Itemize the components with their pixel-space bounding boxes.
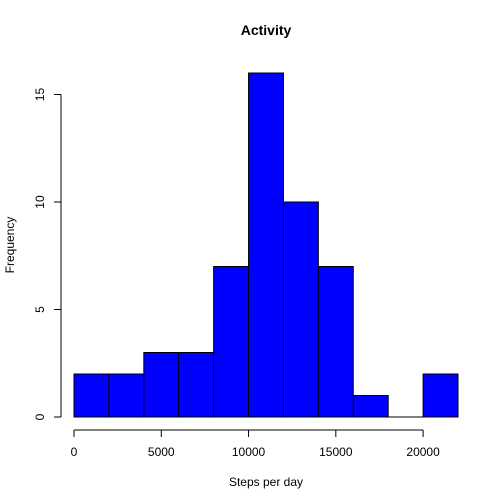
x-tick-label: 20000	[406, 445, 440, 459]
histogram-bar	[74, 374, 109, 417]
histogram-bar	[283, 202, 318, 417]
x-tick-label: 15000	[319, 445, 353, 459]
y-tick-label: 15	[33, 88, 47, 102]
y-axis-label: Frequency	[3, 217, 17, 274]
histogram-bar	[179, 353, 214, 418]
x-tick-label: 5000	[148, 445, 175, 459]
histogram-bar	[249, 73, 284, 417]
histogram-bar	[144, 353, 179, 418]
x-tick-label: 0	[71, 445, 78, 459]
x-axis-label: Steps per day	[229, 475, 303, 489]
histogram-bar	[214, 267, 249, 418]
histogram-bar	[109, 374, 144, 417]
chart-title: Activity	[241, 22, 292, 38]
y-tick-label: 5	[33, 306, 47, 313]
y-tick-label: 10	[33, 195, 47, 209]
y-tick-label: 0	[33, 413, 47, 420]
x-tick-label: 10000	[232, 445, 266, 459]
histogram-bar	[353, 396, 388, 418]
histogram-bar	[423, 374, 458, 417]
histogram-bar	[318, 267, 353, 418]
